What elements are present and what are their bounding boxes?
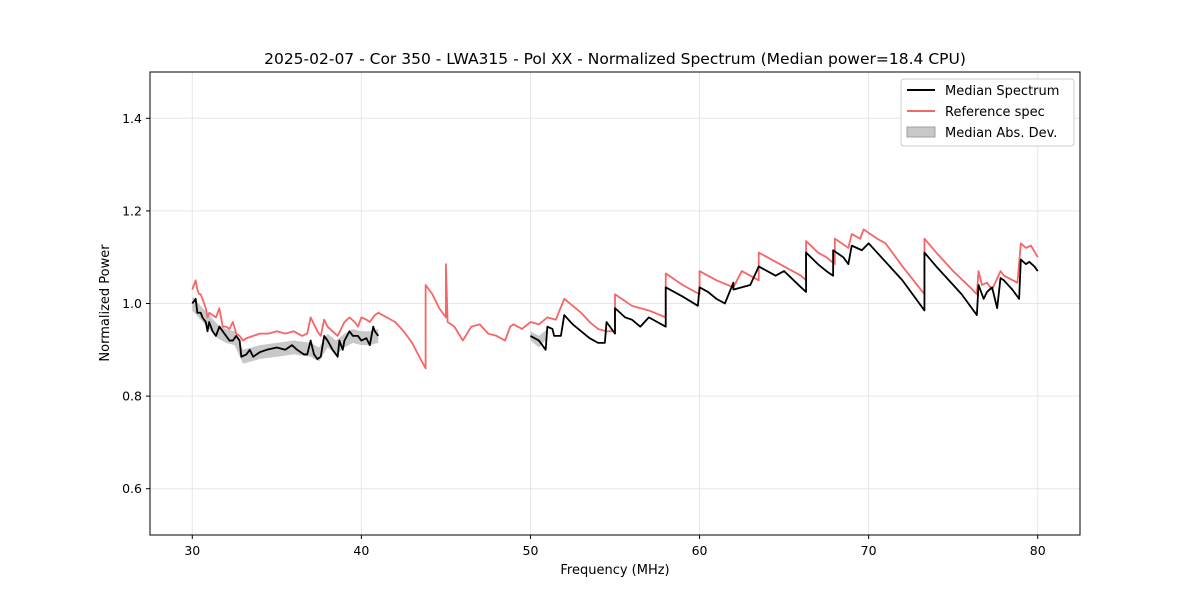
y-tick-label: 1.0 xyxy=(122,296,142,311)
legend-swatch-mad xyxy=(906,126,936,138)
legend-label-mad: Median Abs. Dev. xyxy=(945,126,1057,141)
legend-label-reference: Reference spec xyxy=(945,105,1045,120)
legend-box xyxy=(900,78,1075,147)
x-axis-label: Frequency (MHz) xyxy=(560,563,669,578)
median-spectrum-line xyxy=(530,242,1039,351)
y-tick-label: 0.6 xyxy=(122,481,142,496)
x-tick-label: 50 xyxy=(523,543,539,558)
x-tick-label: 80 xyxy=(1030,543,1046,558)
x-tick-label: 60 xyxy=(692,543,708,558)
y-tick-label: 0.8 xyxy=(122,389,142,404)
y-tick-label: 1.4 xyxy=(122,111,142,126)
x-tick-label: 40 xyxy=(353,543,369,558)
x-tick-label: 70 xyxy=(861,543,877,558)
chart-title: 2025-02-07 - Cor 350 - LWA315 - Pol XX -… xyxy=(264,50,966,68)
x-tick-label: 30 xyxy=(184,543,200,558)
median-spectrum-line xyxy=(191,297,379,360)
mad-band xyxy=(530,328,548,348)
y-axis-label: Normalized Power xyxy=(98,244,113,362)
legend: Median Spectrum Reference spec Median Ab… xyxy=(900,78,1075,147)
reference-spectrum-line xyxy=(191,228,1039,370)
legend-label-median: Median Spectrum xyxy=(945,84,1059,99)
series-layer xyxy=(191,228,1039,370)
y-tick-label: 1.2 xyxy=(122,203,142,218)
axis-ticks: 30 40 50 60 70 80 0.6 0.8 1.0 1.2 1.4 xyxy=(122,111,1046,558)
